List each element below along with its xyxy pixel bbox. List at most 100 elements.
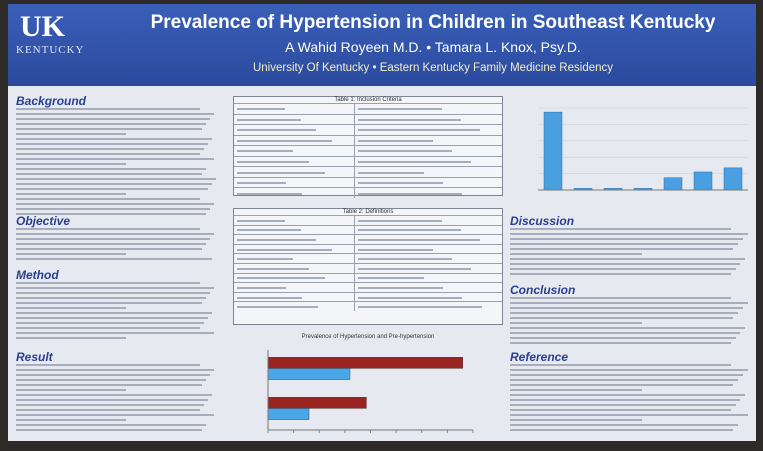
text-line [16,414,214,416]
table-row [234,114,502,125]
bar [724,168,742,190]
text-block [16,108,216,218]
text-line [237,108,285,110]
text-line [16,178,216,180]
text-line [16,233,214,235]
text-line [237,119,301,121]
text-line [16,317,208,319]
text-block [16,364,216,434]
table-cell [234,178,354,188]
table-cell [234,136,354,146]
text-line [16,208,210,210]
section-heading: Method [16,268,59,282]
table-cell [354,226,502,235]
text-line [358,306,481,308]
table-cell [234,125,354,135]
text-line [510,268,736,270]
text-line [510,327,745,329]
text-line [358,182,443,184]
text-line [510,337,736,339]
text-line [237,193,302,195]
text-line [16,118,210,120]
text-line [510,233,748,235]
text-line [16,133,126,135]
text-line [510,248,733,250]
text-line [510,409,731,411]
text-line [16,143,208,145]
table-cell [354,188,502,198]
table-cell [234,104,354,114]
section-heading: Conclusion [510,283,575,297]
text-line [510,317,733,319]
text-line [237,182,286,184]
text-line [16,369,214,371]
table-row [234,253,502,263]
text-line [510,369,748,371]
text-line [16,374,210,376]
table-row [234,225,502,235]
text-line [510,297,731,299]
table-cell [354,216,502,225]
text-line [16,312,212,314]
text-line [16,173,202,175]
bar [268,368,350,379]
text-line [510,414,748,416]
poster: UK KENTUCKY Prevalence of Hypertension i… [8,4,756,441]
text-line [510,424,738,426]
table-cell [354,125,502,135]
authors: A Wahid Royeen M.D. • Tamara L. Knox, Ps… [118,39,748,55]
table-row [234,234,502,244]
text-line [358,161,471,163]
text-line [237,249,332,251]
text-line [510,312,738,314]
table-cell [354,283,502,292]
text-line [510,394,745,396]
table-cell [354,136,502,146]
text-line [16,327,200,329]
text-line [16,379,206,381]
text-line [510,384,733,386]
text-line [358,297,462,299]
chart-title: Prevalence of Hypertension and Pre-hyper… [302,334,435,340]
text-line [16,307,126,309]
text-line [510,419,642,421]
text-line [16,108,200,110]
text-line [237,297,302,299]
text-line [16,198,200,200]
text-line [16,337,126,339]
text-line [510,243,738,245]
text-line [16,424,206,426]
table-row [234,166,502,177]
table-body [234,103,502,198]
text-line [16,183,212,185]
bar [268,408,309,419]
text-line [16,193,126,195]
text-line [16,384,202,386]
section-heading: Discussion [510,214,574,228]
table-cell [234,283,354,292]
bar [664,178,682,190]
table-cell [234,254,354,263]
text-block [16,282,216,342]
text-line [510,322,642,324]
page: {"header": {"logo": "UK", "logo_sub": "K… [0,0,763,451]
text-line [237,306,318,308]
text-line [16,282,200,284]
table-cell [234,226,354,235]
text-line [237,229,301,231]
table-cell [234,302,354,311]
text-line [358,287,443,289]
table-cell [354,293,502,302]
text-line [237,161,309,163]
text-line [16,389,126,391]
text-line [237,172,325,174]
text-line [237,140,332,142]
table-cell [354,157,502,167]
text-line [16,158,214,160]
text-line [510,399,740,401]
text-line [16,138,212,140]
table-cell [234,115,354,125]
text-line [16,419,126,421]
text-line [237,150,293,152]
text-line [16,322,204,324]
